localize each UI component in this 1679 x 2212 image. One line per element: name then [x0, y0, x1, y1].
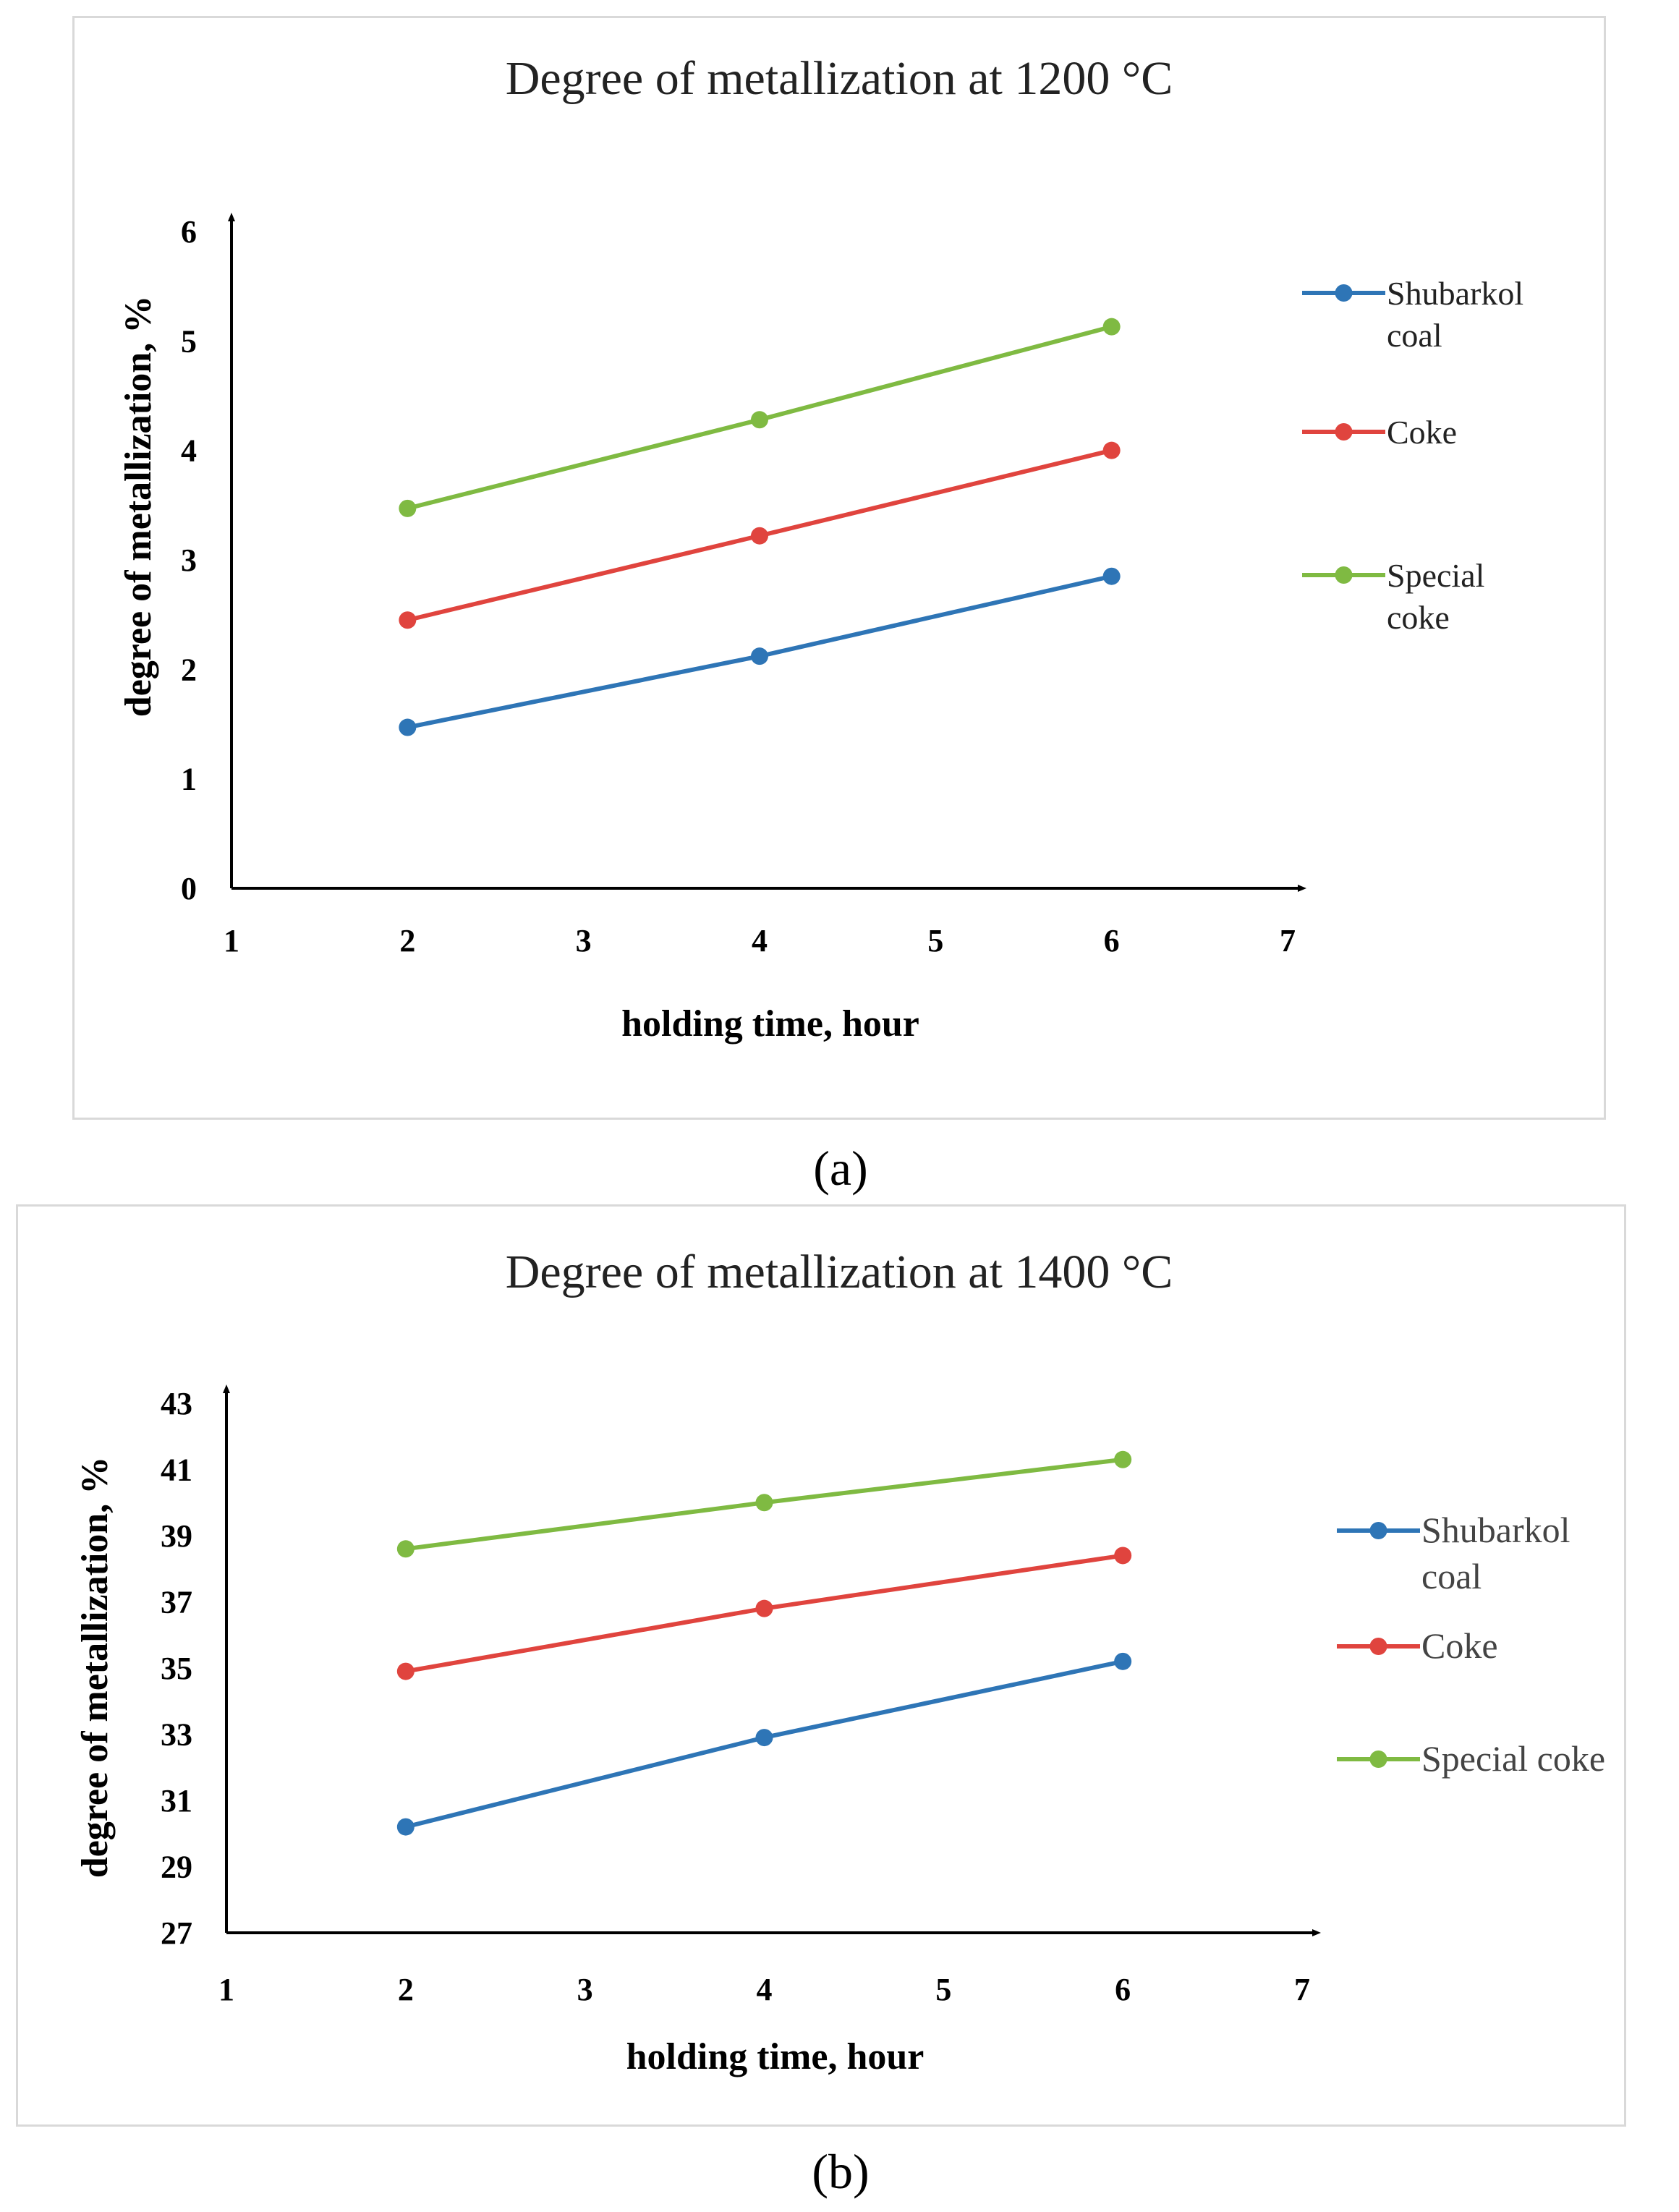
y-tick-label: 35: [161, 1651, 192, 1686]
legend-marker: [1335, 423, 1353, 441]
chart-b: Degree of metallization at 1400 °C 1 2 3 4 5 6…: [75, 1246, 1605, 2077]
chart-title: Degree of metallization at 1200 °C: [506, 52, 1173, 105]
data-point: [1102, 318, 1121, 336]
y-axis-label: degree of metallization, %: [75, 1457, 116, 1878]
chart-title: Degree of metallization at 1400 °C: [506, 1246, 1173, 1298]
x-tick-label: 1: [224, 923, 239, 958]
legend-marker: [1369, 1751, 1387, 1768]
legend-label: Special: [1387, 557, 1484, 594]
legend-label: Shubarkol: [1421, 1510, 1570, 1550]
data-point: [396, 1818, 415, 1836]
chart-caption-b: (b): [812, 2144, 870, 2199]
y-tick-label: 2: [181, 652, 197, 687]
y-tick-label: 33: [161, 1717, 192, 1753]
data-point: [751, 647, 768, 665]
legend-marker: [1335, 566, 1353, 584]
data-point: [755, 1494, 773, 1512]
x-axis-label: holding time, hour: [626, 2036, 924, 2077]
x-tick-label: 5: [935, 1972, 951, 2007]
x-tick-label: 1: [218, 1972, 234, 2007]
x-tick-label: 3: [576, 923, 592, 958]
chart-a: Degree of metallization at 1200 °C 1 2 3 4 5 6…: [118, 52, 1523, 1045]
chart-panel-b: [16, 1204, 1626, 2127]
x-tick-label: 5: [927, 923, 943, 958]
data-point: [1114, 1547, 1132, 1565]
y-tick-label: 37: [161, 1585, 192, 1620]
legend-label: Coke: [1421, 1625, 1498, 1666]
legend-marker: [1369, 1522, 1387, 1539]
y-tick-label: 31: [161, 1783, 192, 1818]
y-tick-label: 5: [181, 323, 197, 359]
data-point: [1114, 1450, 1132, 1468]
legend-marker: [1369, 1638, 1387, 1655]
legend-marker: [1335, 284, 1353, 302]
y-tick-label: 3: [181, 543, 197, 578]
data-point: [751, 527, 768, 545]
y-axis-label: degree of metallization, %: [118, 296, 159, 717]
legend-label: coal: [1387, 317, 1442, 354]
y-tick-label: 0: [181, 871, 197, 906]
x-tick-label: 2: [398, 1972, 414, 2007]
data-point: [1102, 441, 1121, 459]
data-point: [396, 1540, 415, 1558]
x-tick-label: 6: [1104, 923, 1120, 958]
x-tick-label: 4: [757, 1972, 773, 2007]
data-point: [755, 1729, 773, 1747]
data-point: [1102, 567, 1121, 585]
x-tick-label: 2: [399, 923, 415, 958]
legend-label: coke: [1387, 599, 1450, 636]
x-tick-label: 4: [752, 923, 768, 958]
y-tick-label: 41: [161, 1452, 192, 1488]
data-point: [755, 1599, 773, 1617]
chart-panel-a: [72, 16, 1606, 1120]
chart-caption-a: (a): [813, 1141, 868, 1196]
data-point: [399, 499, 417, 517]
y-tick-label: 4: [181, 433, 197, 469]
data-point: [399, 718, 417, 736]
x-tick-label: 3: [577, 1972, 593, 2007]
y-tick-label: 1: [181, 762, 197, 797]
data-point: [1114, 1652, 1132, 1670]
x-tick-label: 7: [1280, 923, 1296, 958]
y-tick-label: 27: [161, 1915, 192, 1951]
x-tick-label: 6: [1115, 1972, 1131, 2007]
legend-label: coal: [1421, 1556, 1482, 1596]
y-tick-label: 39: [161, 1518, 192, 1554]
legend-label: Special coke: [1421, 1738, 1605, 1779]
legend-label: Coke: [1387, 414, 1457, 451]
data-point: [396, 1662, 415, 1680]
x-axis-label: holding time, hour: [621, 1003, 919, 1045]
y-tick-label: 29: [161, 1850, 192, 1885]
x-tick-label: 7: [1294, 1972, 1310, 2007]
y-tick-label: 6: [181, 214, 197, 250]
legend-label: Shubarkol: [1387, 275, 1523, 312]
y-tick-label: 43: [161, 1386, 192, 1421]
data-point: [751, 411, 768, 429]
data-point: [399, 611, 417, 629]
